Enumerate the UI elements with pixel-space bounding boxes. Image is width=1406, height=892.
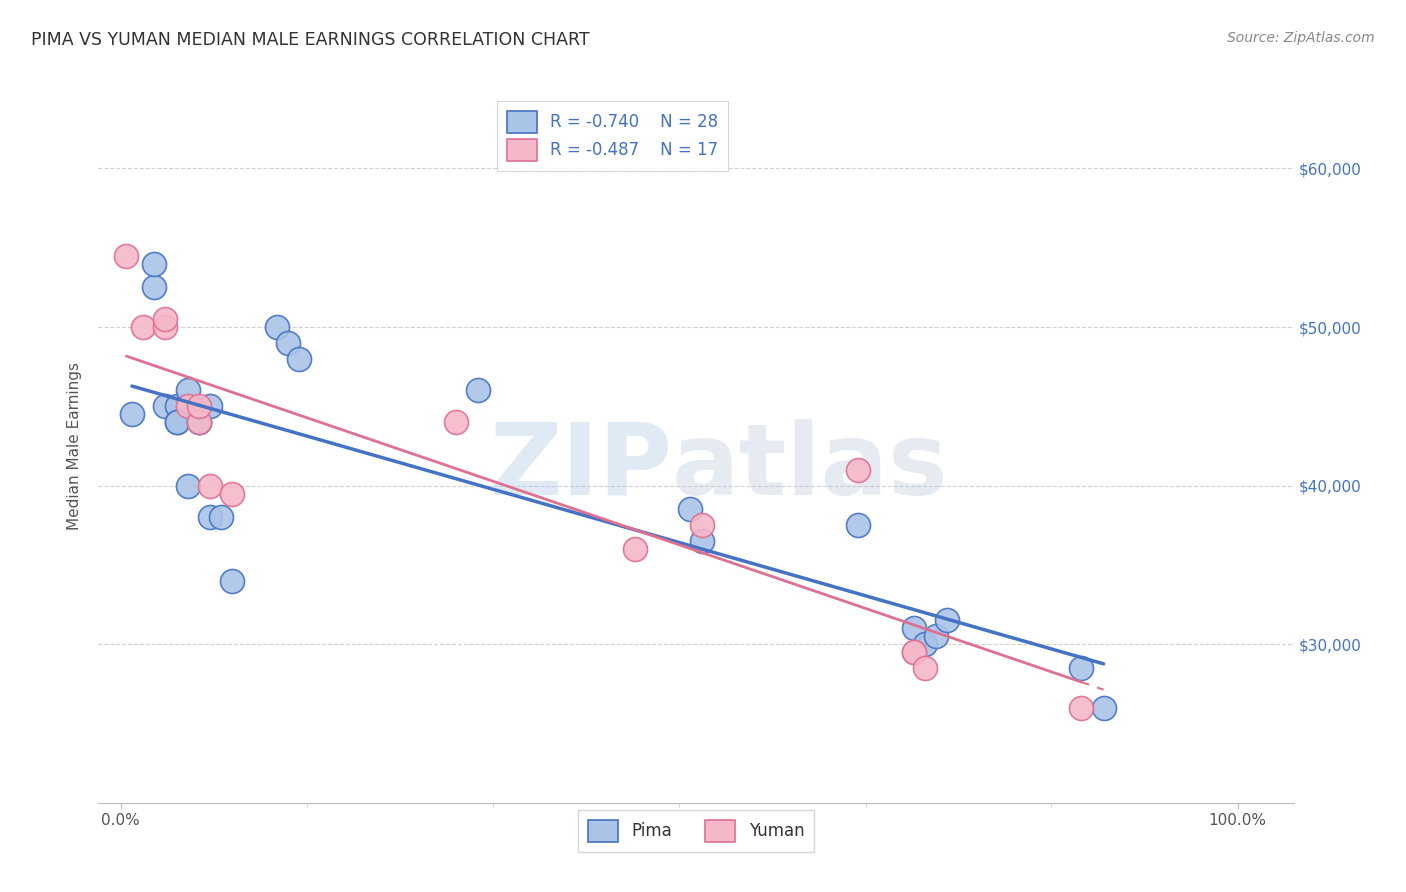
- Point: [903, 645, 925, 659]
- Point: [690, 518, 713, 533]
- Point: [444, 415, 467, 429]
- Point: [177, 478, 200, 492]
- Point: [187, 415, 209, 429]
- Point: [846, 463, 869, 477]
- Text: atlas: atlas: [672, 419, 949, 516]
- Point: [187, 400, 209, 414]
- Point: [467, 384, 489, 398]
- Point: [155, 400, 177, 414]
- Point: [623, 542, 645, 557]
- Point: [1070, 661, 1092, 675]
- Point: [187, 415, 209, 429]
- Point: [1092, 700, 1115, 714]
- Point: [209, 510, 232, 524]
- Text: ZIP: ZIP: [489, 419, 672, 516]
- Point: [1070, 700, 1092, 714]
- Point: [221, 486, 243, 500]
- Point: [936, 614, 959, 628]
- Point: [198, 510, 221, 524]
- Point: [925, 629, 948, 643]
- Point: [121, 407, 143, 421]
- Point: [166, 400, 188, 414]
- Point: [132, 320, 155, 334]
- Point: [903, 621, 925, 635]
- Point: [903, 645, 925, 659]
- Point: [166, 415, 188, 429]
- Point: [690, 534, 713, 549]
- Y-axis label: Median Male Earnings: Median Male Earnings: [67, 362, 83, 530]
- Legend: Pima, Yuman: Pima, Yuman: [578, 810, 814, 852]
- Point: [155, 320, 177, 334]
- Point: [115, 249, 138, 263]
- Point: [277, 335, 299, 350]
- Point: [679, 502, 702, 516]
- Point: [187, 415, 209, 429]
- Text: Source: ZipAtlas.com: Source: ZipAtlas.com: [1227, 31, 1375, 45]
- Point: [198, 478, 221, 492]
- Text: PIMA VS YUMAN MEDIAN MALE EARNINGS CORRELATION CHART: PIMA VS YUMAN MEDIAN MALE EARNINGS CORRE…: [31, 31, 589, 49]
- Point: [143, 280, 166, 294]
- Point: [177, 384, 200, 398]
- Point: [155, 312, 177, 326]
- Point: [198, 400, 221, 414]
- Point: [177, 400, 200, 414]
- Point: [914, 637, 936, 651]
- Point: [288, 351, 311, 366]
- Point: [166, 415, 188, 429]
- Point: [846, 518, 869, 533]
- Point: [143, 257, 166, 271]
- Point: [266, 320, 288, 334]
- Point: [914, 661, 936, 675]
- Point: [221, 574, 243, 588]
